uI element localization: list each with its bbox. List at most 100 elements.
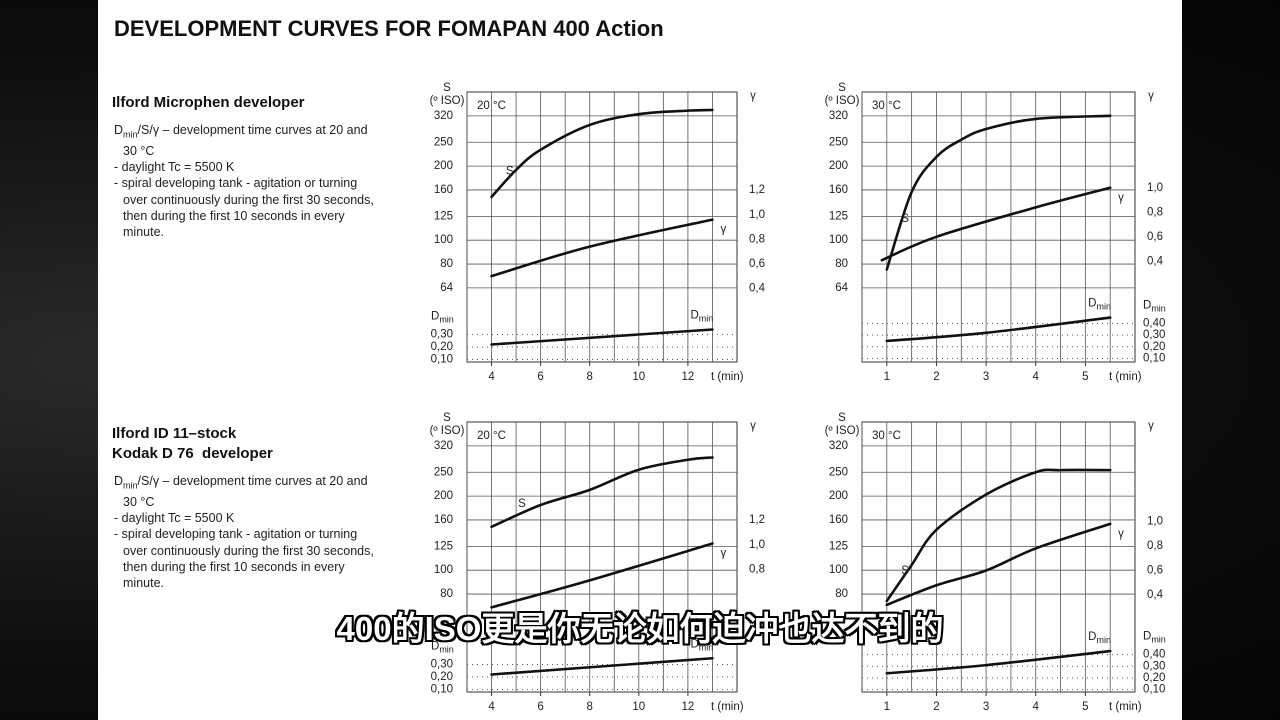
y-tick-label: 320 (434, 110, 453, 122)
y2-tick-label: 1,2 (749, 514, 765, 526)
section-heading: Ilford Microphen developer (112, 93, 305, 113)
curve (490, 328, 714, 346)
y-tick-label: 200 (829, 490, 848, 502)
y2-tick-label: 0,6 (749, 258, 765, 270)
y3-tick-label: 0,20 (431, 671, 453, 683)
y2-axis-label: γ (750, 420, 756, 432)
y3-axis-label-main: D (431, 311, 439, 323)
x-tick-label: 5 (1082, 701, 1088, 713)
y2-axis-label: γ (1148, 90, 1154, 102)
note-text: /S/γ – development time curves at 20 and… (123, 474, 368, 509)
y3-axis-label-main: D (431, 641, 439, 653)
y2-tick-label: 0,8 (749, 233, 765, 245)
x-tick-label: 2 (933, 371, 939, 383)
y3-axis-label-sub: min (1151, 304, 1166, 314)
y3-tick-label: 0,10 (1143, 684, 1165, 696)
y2-tick-label: 0,4 (1147, 255, 1164, 267)
curve (490, 218, 714, 278)
y3-tick-label: 0,30 (431, 659, 453, 671)
x-tick-label: 4 (488, 371, 495, 383)
y-tick-label: 80 (835, 258, 848, 270)
document-title: DEVELOPMENT CURVES FOR FOMAPAN 400 Actio… (114, 16, 664, 41)
y-tick-label: 200 (829, 160, 848, 172)
note: - spiral developing tank - agitation or … (114, 527, 374, 591)
y3-tick-label: 0,30 (1143, 329, 1165, 341)
curve (490, 542, 714, 609)
note: Dmin/S/γ – development time curves at 20… (114, 473, 382, 510)
y-axis-label: S (838, 82, 846, 94)
x-tick-label: 12 (682, 701, 695, 713)
x-tick-label: 3 (983, 371, 989, 383)
y2-tick-label: 0,6 (1147, 565, 1163, 577)
y2-tick-label: 1,0 (749, 539, 765, 551)
y-tick-label: 320 (829, 440, 848, 452)
y3-tick-label: 0,40 (1143, 649, 1165, 661)
curve-label: S (901, 213, 909, 225)
y-tick-label: 80 (440, 258, 453, 270)
heading-line: Kodak D 76 developer (112, 445, 273, 462)
y-tick-label: 80 (440, 588, 453, 600)
y3-axis-label-sub: min (439, 645, 454, 655)
y-tick-label: 320 (829, 110, 848, 122)
curve-label-main: D (690, 310, 698, 322)
document-page (98, 0, 1182, 720)
y-tick-label: 250 (434, 136, 453, 148)
x-tick-label: 4 (1033, 701, 1040, 713)
x-tick-label: 1 (884, 701, 890, 713)
x-axis-label: t (min) (711, 371, 744, 383)
y3-tick-label: 0,20 (1143, 341, 1165, 353)
note-sub: min (123, 129, 138, 140)
y-tick-label: 100 (829, 564, 848, 576)
y3-tick-label: 0,10 (431, 354, 453, 366)
y3-axis-label: Dmin (431, 311, 454, 325)
y-tick-label: 125 (434, 540, 453, 552)
x-tick-label: 6 (537, 371, 543, 383)
y-tick-label: 100 (434, 234, 453, 246)
note-text: D (114, 474, 124, 488)
x-tick-label: 4 (1033, 371, 1040, 383)
y-axis-unit: (º ISO) (430, 95, 465, 107)
y-tick-label: 320 (434, 440, 453, 452)
x-tick-label: 2 (933, 701, 939, 713)
panel-title: 20 °C (477, 430, 506, 442)
y-tick-label: 200 (434, 160, 453, 172)
y-tick-label: 250 (829, 466, 848, 478)
section-heading: Ilford ID 11–stock Kodak D 76 developer (112, 424, 273, 464)
y2-tick-label: 1,0 (749, 209, 765, 221)
curve-label: γ (720, 224, 726, 236)
curve-label-sub: min (1096, 302, 1111, 312)
curve-label: Dmin (690, 310, 713, 324)
curve (885, 468, 1112, 603)
x-tick-label: 1 (884, 371, 890, 383)
y-tick-label: 100 (434, 564, 453, 576)
y-tick-label: 160 (434, 514, 453, 526)
curve (490, 456, 714, 529)
y-tick-label: 125 (829, 210, 848, 222)
y3-axis-label-sub: min (439, 315, 454, 325)
y2-tick-label: 0,8 (749, 563, 765, 575)
x-tick-label: 8 (587, 371, 593, 383)
y-tick-label: 100 (829, 234, 848, 246)
y3-axis-label: Dmin (431, 641, 454, 655)
y-tick-label: 250 (829, 136, 848, 148)
note: - spiral developing tank - agitation or … (114, 176, 374, 240)
panel-title: 30 °C (872, 100, 901, 112)
y-tick-label: 64 (835, 282, 848, 294)
y-axis-unit: (º ISO) (430, 425, 465, 437)
y3-tick-label: 0,20 (1143, 672, 1165, 684)
x-axis-label: t (min) (1109, 701, 1142, 713)
video-subtitle: 400的ISO更是你无论如何迫冲也达不到的 (336, 610, 944, 647)
plot-frame (861, 421, 1136, 693)
y3-tick-label: 0,40 (1143, 317, 1165, 329)
y2-tick-label: 1,0 (1147, 182, 1163, 194)
y3-tick-label: 0,30 (431, 329, 453, 341)
y3-tick-label: 0,20 (431, 341, 453, 353)
y-tick-label: 80 (835, 588, 848, 600)
y-tick-label: 160 (829, 514, 848, 526)
curve (885, 649, 1112, 675)
curve (490, 656, 714, 676)
curve (885, 114, 1112, 271)
curve-label: S (506, 165, 514, 177)
